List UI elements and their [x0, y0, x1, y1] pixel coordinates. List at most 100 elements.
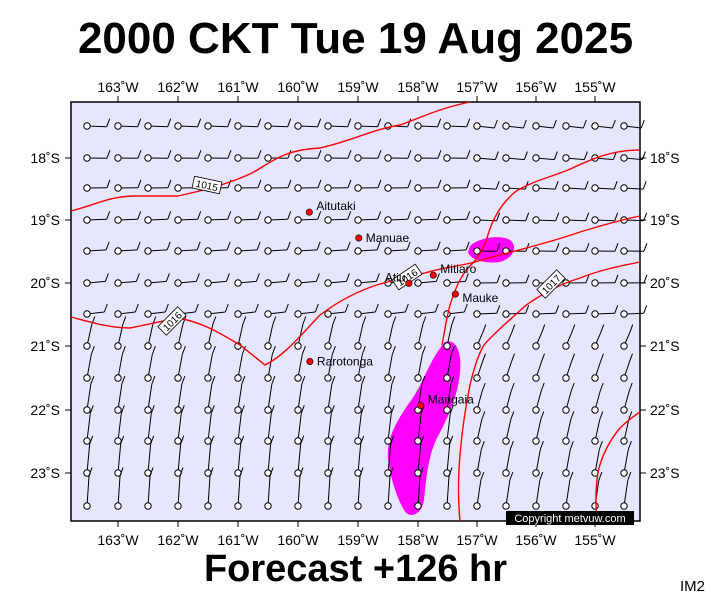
wind-barb	[620, 471, 632, 510]
rain-area	[468, 237, 515, 263]
wind-barb	[264, 241, 291, 255]
wind-barb	[473, 305, 501, 318]
wind-barb	[144, 179, 172, 192]
wind-barb	[532, 324, 546, 350]
wind-barb	[294, 435, 305, 477]
wind-barb	[562, 382, 575, 414]
wind-barb	[532, 305, 560, 318]
wind-barb	[532, 243, 560, 255]
wind-barb	[620, 411, 633, 445]
isobar-line	[441, 149, 641, 346]
wind-barb	[204, 241, 231, 255]
wind-barb	[324, 179, 352, 192]
wind-barb	[144, 118, 172, 130]
wind-barb	[264, 211, 292, 224]
wind-barb	[473, 243, 501, 255]
wind-barb	[443, 273, 469, 287]
wind-barb	[204, 273, 230, 287]
lon-labels-bottom: 163˚W 162˚W 161˚W 160˚W 159˚W 158˚W 157˚…	[97, 532, 616, 548]
wind-barb	[532, 353, 545, 382]
wind-barb	[354, 179, 382, 192]
lat-label: 19˚S	[30, 212, 60, 228]
place-dot	[451, 290, 459, 298]
wind-barb	[114, 303, 139, 318]
wind-barb	[502, 274, 530, 287]
wind-barb	[414, 211, 442, 224]
wind-barb	[532, 151, 558, 162]
wind-barb	[562, 119, 587, 130]
lon-labels-top: 163˚W 162˚W 161˚W 160˚W 159˚W 158˚W 157˚…	[97, 79, 616, 95]
lat-label: 20˚S	[650, 275, 680, 291]
place-label: Mitiaro	[440, 262, 476, 276]
wind-barb	[620, 324, 634, 350]
wind-barb	[324, 303, 349, 318]
wind-barb	[414, 273, 440, 287]
wind-barb	[83, 345, 95, 382]
wind-barb	[264, 273, 290, 287]
place-dot	[305, 208, 313, 216]
lon-label: 159˚W	[337, 79, 379, 95]
wind-barb	[502, 440, 514, 477]
wind-barb	[473, 151, 499, 162]
wind-barb	[294, 303, 319, 318]
wind-barb	[144, 467, 154, 510]
wind-barb	[174, 316, 187, 350]
wind-barb	[532, 180, 559, 192]
wind-barb	[354, 150, 382, 162]
wind-barb	[174, 211, 202, 224]
wind-barb	[324, 405, 335, 445]
wind-barb	[144, 375, 156, 414]
wind-barb	[204, 375, 216, 414]
isobar-line	[457, 261, 641, 522]
wind-barb	[473, 411, 486, 445]
wind-barb	[443, 241, 470, 255]
lon-label: 156˚W	[515, 532, 557, 548]
wind-barb	[264, 179, 292, 192]
wind-barb	[234, 467, 244, 510]
wind-barb	[324, 118, 352, 130]
wind-barb	[264, 316, 277, 350]
lat-label: 18˚S	[30, 150, 60, 166]
wind-barb	[473, 471, 485, 510]
lon-label: 155˚W	[574, 79, 616, 95]
copyright-text: Copyright metvuw.com	[514, 513, 625, 525]
isobar-line	[70, 101, 471, 212]
wind-barb	[384, 405, 395, 445]
wind-barb	[443, 118, 471, 130]
isobar-labels: 1015 1016 1016 1017	[157, 175, 566, 336]
wind-barb	[83, 118, 111, 130]
isobar-line	[595, 411, 641, 522]
wind-barb	[294, 150, 322, 162]
lon-label: 160˚W	[277, 79, 319, 95]
wind-barb	[294, 273, 320, 287]
wind-barb	[114, 241, 141, 255]
wind-barb	[414, 118, 442, 130]
wind-barb	[473, 180, 500, 192]
wind-barb	[354, 467, 364, 510]
wind-barb	[324, 345, 336, 382]
wind-barb	[562, 305, 590, 318]
wind-barb	[144, 273, 170, 287]
wind-barb	[324, 435, 335, 477]
wind-barb	[174, 345, 186, 382]
wind-barb	[502, 180, 529, 192]
wind-barb	[502, 471, 514, 510]
lon-label: 158˚W	[397, 532, 439, 548]
lat-label: 18˚S	[650, 150, 680, 166]
wind-barb	[591, 180, 618, 192]
wind-barb	[114, 118, 142, 130]
wind-barb	[384, 241, 411, 255]
wind-barb	[414, 179, 442, 192]
wind-barb	[234, 241, 261, 255]
wind-barb	[234, 211, 262, 224]
wind-barb	[144, 211, 172, 224]
wind-barb	[443, 435, 454, 477]
wind-barb	[502, 212, 530, 224]
wind-barb	[384, 211, 412, 224]
lon-label: 162˚W	[157, 532, 199, 548]
wind-barb	[532, 471, 544, 510]
wind-barb	[620, 274, 648, 287]
lon-label: 161˚W	[217, 532, 259, 548]
wind-barb	[620, 119, 645, 130]
